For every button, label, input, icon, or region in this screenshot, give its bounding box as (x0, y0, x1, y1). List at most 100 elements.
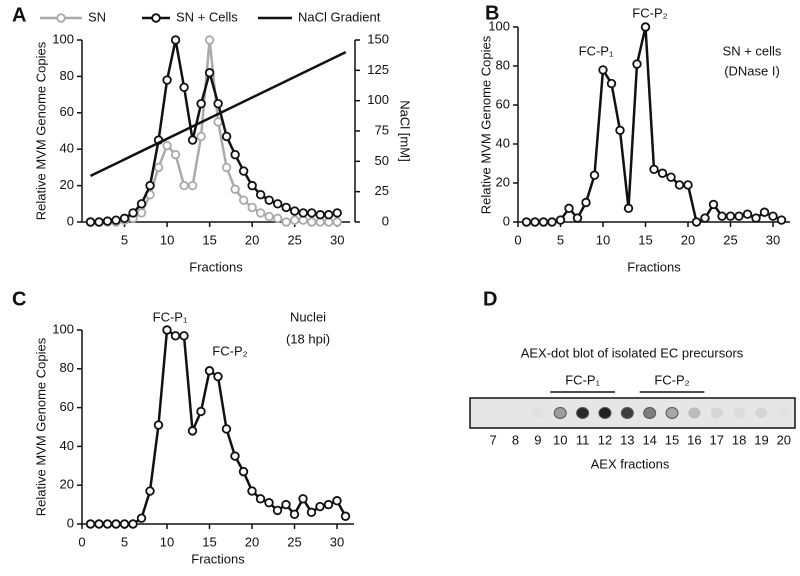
series-line (89, 51, 347, 178)
blot-dot (733, 407, 746, 419)
x-tick-label: 20 (777, 432, 791, 447)
data-point (307, 208, 317, 218)
data-point (196, 406, 206, 417)
data-point (281, 499, 291, 510)
data-point (179, 82, 189, 93)
data-point (247, 180, 257, 191)
blot-dot (755, 407, 768, 419)
data-point (94, 217, 104, 227)
x-tick-label: 17 (710, 432, 724, 447)
data-point (238, 466, 249, 477)
data-point (606, 78, 617, 89)
data-point (85, 217, 96, 227)
data-point (255, 189, 266, 200)
data-point (221, 131, 232, 142)
x-tick-label: 20 (681, 232, 695, 247)
blot-dot (553, 407, 567, 419)
data-point (640, 22, 651, 32)
x-axis-label: Fractions (627, 259, 681, 274)
data-point (264, 211, 274, 222)
x-tick-label: 15 (638, 232, 652, 247)
x-axis-label: Fractions (189, 259, 243, 274)
data-point (572, 213, 583, 223)
data-point (272, 199, 283, 209)
data-point (332, 217, 342, 227)
data-point (213, 98, 223, 109)
y-axis-label: Relative MVM Genome Copies (33, 41, 48, 220)
data-point (683, 180, 693, 190)
x-tick-label: 10 (160, 534, 174, 549)
data-point (708, 199, 719, 210)
data-point (538, 217, 549, 227)
y-tick-label: 80 (60, 68, 74, 83)
y-tick-label: 100 (52, 31, 74, 46)
data-point (323, 499, 334, 510)
annotation: (18 hpi) (286, 331, 330, 346)
x-tick-label: 10 (553, 432, 567, 447)
y2-tick-label: 50 (375, 153, 389, 168)
data-point (145, 180, 155, 191)
data-point (332, 208, 342, 218)
data-point (196, 98, 206, 109)
series-line (90, 38, 338, 224)
blot-dot (665, 407, 679, 419)
group-label: FC-P₂ (654, 372, 689, 387)
blot-dot (620, 407, 634, 419)
data-point (230, 184, 240, 194)
data-point (102, 216, 113, 226)
data-point (530, 217, 540, 227)
y-tick-label: 80 (60, 360, 74, 375)
data-point (238, 195, 249, 205)
data-point (153, 162, 164, 173)
data-point (332, 496, 342, 506)
y-tick-label: 100 (488, 18, 510, 33)
data-point (196, 131, 206, 142)
x-tick-label: 30 (766, 232, 780, 247)
annotation: FC-P₁ (579, 43, 614, 58)
x-tick-label: 15 (202, 232, 216, 247)
series-line (90, 328, 347, 526)
annotation: FC-P₂ (632, 5, 667, 20)
data-point (281, 217, 291, 227)
x-tick-label: 25 (287, 232, 301, 247)
data-point (272, 213, 283, 224)
x-tick-label: 10 (596, 232, 610, 247)
data-point (547, 217, 557, 227)
data-point (238, 166, 249, 176)
blot-dot (688, 407, 701, 419)
data-point (615, 125, 625, 136)
y-tick-label: 0 (67, 515, 74, 530)
data-point (289, 206, 300, 216)
y-axis-label: Relative MVM Genome Copies (33, 337, 48, 516)
data-point (289, 215, 300, 225)
y-tick-label: 0 (67, 213, 74, 228)
data-point (247, 486, 257, 496)
data-point (204, 366, 215, 376)
data-point (187, 180, 198, 191)
data-point (264, 497, 274, 508)
data-point (734, 211, 744, 221)
x-tick-label: 5 (557, 232, 564, 247)
data-point (136, 199, 147, 209)
data-point (598, 65, 608, 75)
annotation: (DNase I) (724, 63, 780, 78)
x-tick-label: 5 (121, 534, 128, 549)
x-tick-label: 30 (330, 534, 344, 549)
x-tick-label: 9 (534, 432, 541, 447)
y2-tick-label: 75 (375, 122, 389, 137)
data-point (204, 35, 215, 45)
data-point (717, 211, 727, 221)
y-tick-label: 40 (60, 141, 74, 156)
blot-dot (643, 407, 657, 419)
x-tick-label: 16 (687, 432, 701, 447)
blot-dot (531, 407, 544, 419)
x-tick-label: 0 (514, 232, 521, 247)
data-point (230, 451, 240, 461)
data-point (170, 331, 181, 341)
data-point (306, 507, 317, 518)
data-point (230, 149, 240, 160)
data-point (221, 424, 232, 434)
y-tick-label: 20 (496, 174, 510, 189)
x-tick-label: 25 (723, 232, 737, 247)
y2-axis-label: NaCl [mM] (398, 100, 413, 161)
